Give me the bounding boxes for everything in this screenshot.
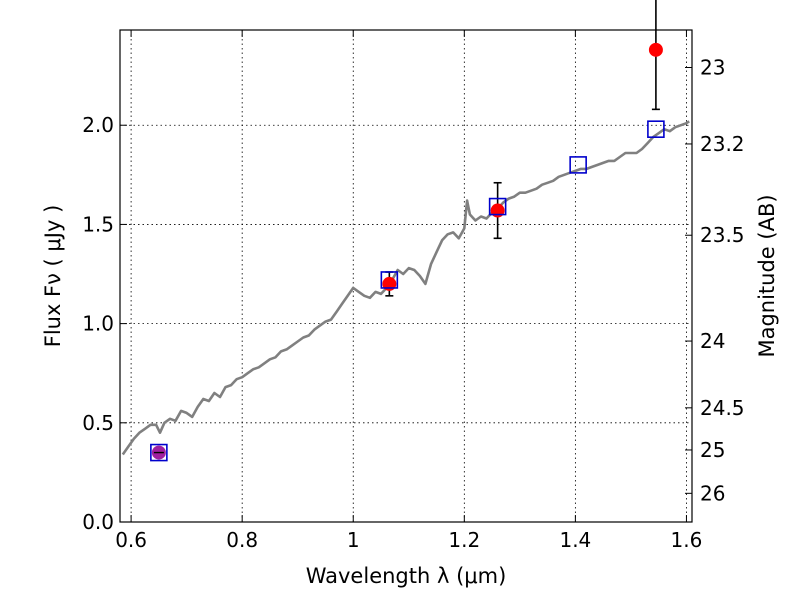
y-tick-label: 2.0	[82, 113, 114, 137]
x-tick-label: 1.2	[448, 528, 480, 552]
right-tick-label: 24	[700, 329, 725, 353]
observed-flux-point	[648, 42, 663, 57]
y-tick-label: 1.5	[82, 212, 114, 236]
model-flux-square	[150, 443, 168, 462]
observed-flux-point	[490, 203, 505, 218]
model-flux-square	[488, 197, 507, 216]
model-flux-square	[647, 120, 665, 138]
right-tick-label: 23	[700, 55, 725, 79]
right-tick-label: 23.5	[700, 223, 745, 247]
right-tick-label: 25	[700, 438, 725, 462]
right-tick-label: 23.2	[700, 132, 745, 156]
y-tick-label: 0.5	[82, 411, 114, 435]
x-tick-label: 1.6	[671, 528, 703, 552]
axis-ticks: 0.6 0.8 1 1.2 1.4 1.6 0.0 0.5 1.0 1.5 2.0 23 23.2 23.…	[82, 30, 745, 552]
y-tick-label: 0.0	[82, 510, 114, 534]
right-tick-label: 24.5	[700, 396, 745, 420]
model-flux-square	[569, 156, 587, 174]
spectrum-line	[121, 120, 690, 456]
plot-frame	[119, 29, 693, 523]
x-tick-label: 1	[347, 528, 360, 552]
x-tick-label: 0.6	[115, 528, 147, 552]
y-axis-label: Flux Fν ( μJy )	[41, 205, 65, 348]
x-tick-label: 0.8	[226, 528, 258, 552]
model-flux-square	[380, 271, 399, 289]
grid-lines	[120, 30, 692, 522]
right-tick-label: 26	[700, 481, 725, 505]
x-tick-label: 1.4	[559, 528, 591, 552]
observed-flux-point	[382, 276, 397, 291]
plot-data	[121, 0, 690, 462]
x-axis-label: Wavelength λ (μm)	[306, 564, 507, 588]
right-axis-label: Magnitude (AB)	[755, 194, 779, 357]
y-tick-label: 1.0	[82, 312, 114, 336]
